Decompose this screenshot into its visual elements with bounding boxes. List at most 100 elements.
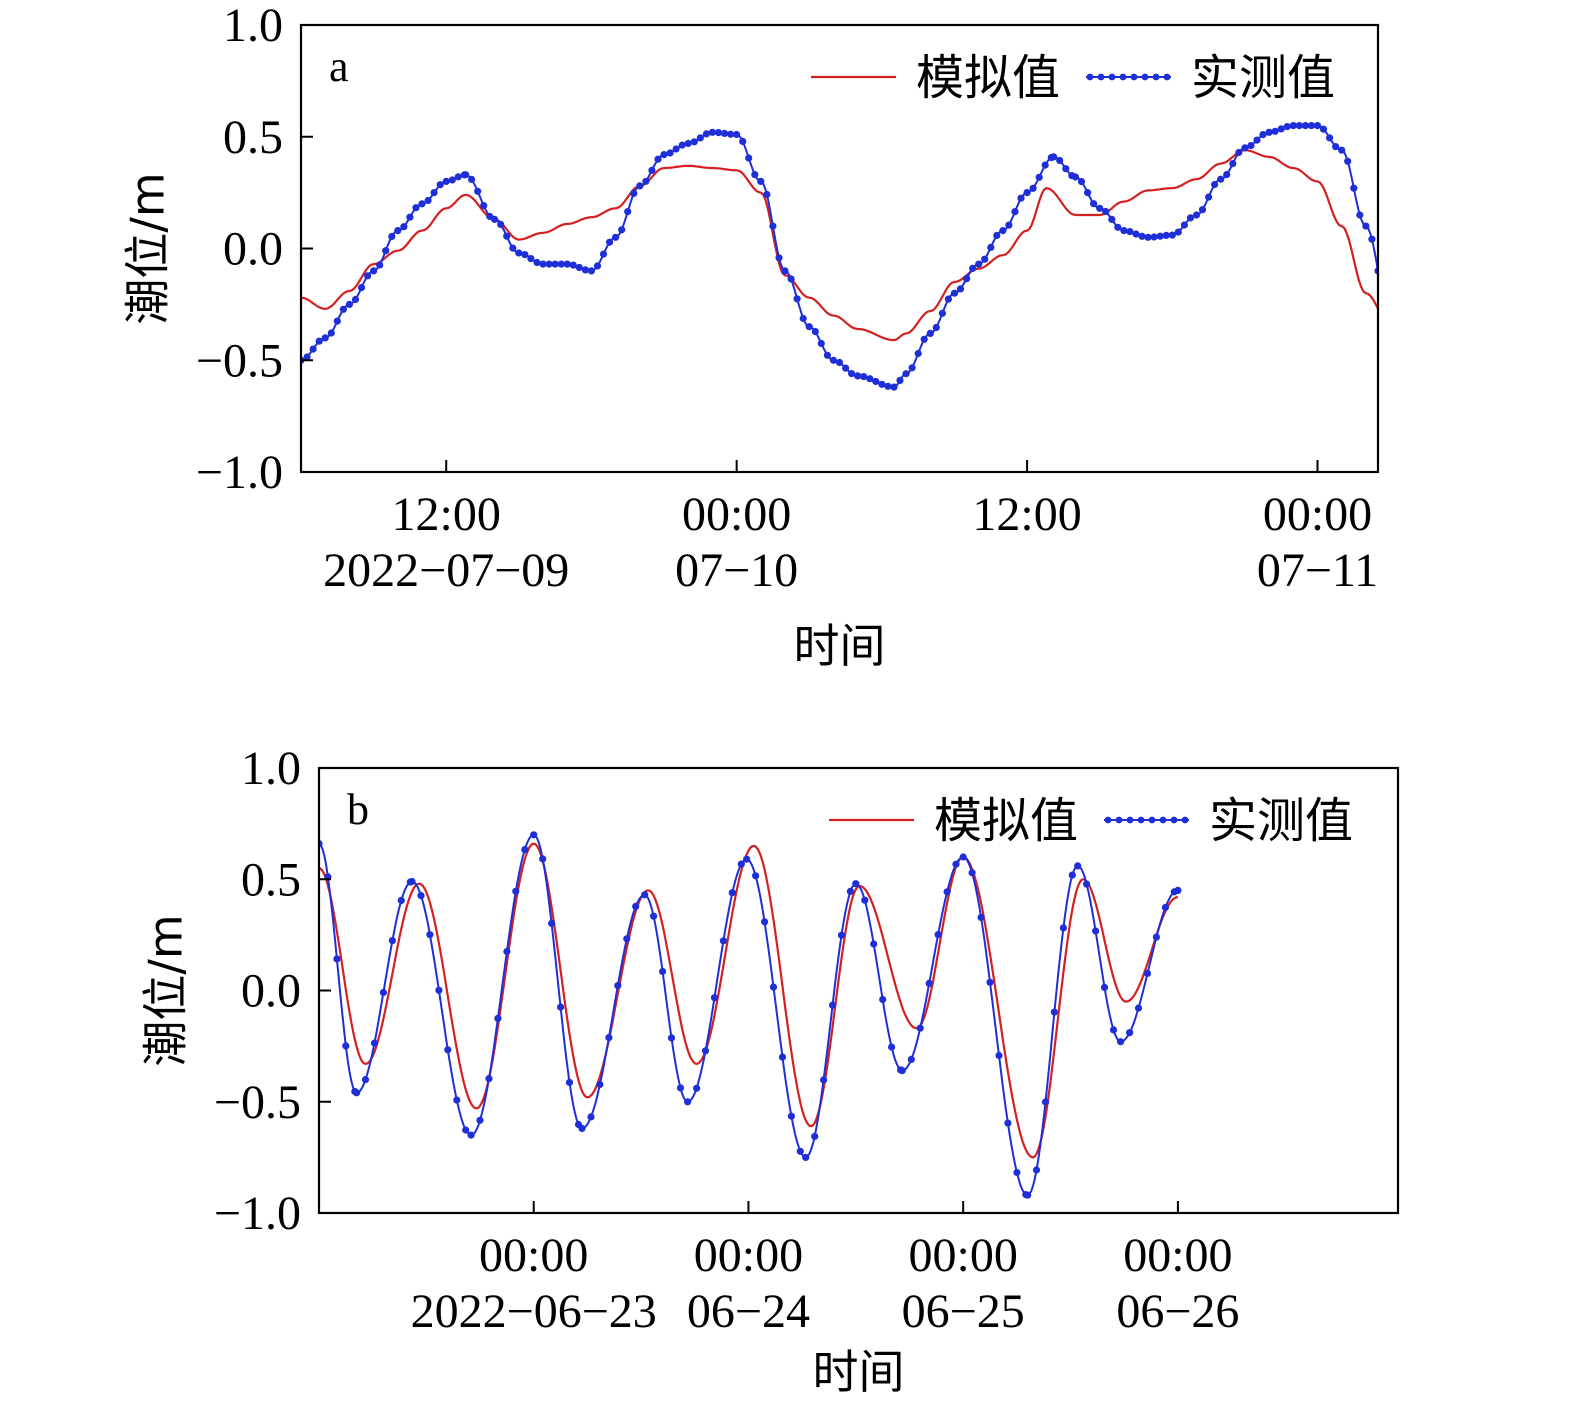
- observed-point: [1465, 409, 1472, 416]
- observed-point: [956, 285, 965, 293]
- observed-point: [545, 260, 553, 268]
- series-group: [301, 122, 1527, 417]
- observed-point: [1429, 393, 1436, 400]
- observed-point: [1502, 348, 1509, 355]
- observed-point: [1071, 173, 1080, 181]
- observed-point: [678, 141, 686, 149]
- observed-point: [1132, 230, 1140, 238]
- observed-point: [509, 244, 517, 252]
- observed-point: [632, 902, 640, 911]
- observed-point: [1186, 214, 1194, 222]
- observed-point: [667, 1034, 676, 1042]
- observed-point: [512, 887, 520, 895]
- observed-point: [763, 190, 771, 199]
- y-tick-label: −1.0: [196, 446, 283, 499]
- observed-point: [659, 967, 667, 976]
- observed-point: [624, 208, 632, 216]
- panel-b-chart: −1.0−0.50.00.51.000:002022−06−2300:0006−…: [139, 742, 1400, 1399]
- legend-observed-marker: [1104, 816, 1112, 824]
- x-tick-date-label: 06−26: [1116, 1285, 1239, 1338]
- observed-point: [1084, 189, 1092, 197]
- x-tick-time-label: 12:00: [972, 488, 1081, 541]
- observed-point: [926, 329, 934, 337]
- observed-point: [388, 937, 396, 945]
- y-axis-title: 潮位/m: [121, 172, 175, 324]
- x-axis-title: 时间: [813, 1345, 905, 1399]
- observed-point: [1068, 871, 1076, 879]
- x-axis-title: 时间: [794, 619, 886, 673]
- observed-point: [969, 264, 977, 272]
- observed-point: [468, 175, 476, 183]
- observed-point: [1126, 228, 1134, 236]
- x-tick-date-label: 07−11: [1257, 544, 1378, 597]
- observed-point: [581, 266, 590, 274]
- observed-point: [539, 260, 547, 268]
- observed-point: [920, 335, 928, 343]
- observed-point: [587, 267, 596, 275]
- observed-point: [454, 173, 462, 181]
- observed-point: [442, 177, 450, 185]
- observed-point: [1198, 206, 1207, 214]
- observed-point: [379, 988, 387, 997]
- observed-point: [761, 918, 769, 926]
- legend-simulated-label: 模拟值: [934, 793, 1078, 849]
- observed-point: [400, 223, 408, 231]
- observed-point: [436, 181, 444, 189]
- observed-point: [934, 931, 942, 939]
- observed-point: [1005, 221, 1013, 229]
- observed-point: [327, 329, 335, 337]
- observed-point: [605, 1034, 613, 1042]
- observed-point: [1108, 215, 1116, 223]
- legend-observed-marker: [1119, 73, 1127, 81]
- observed-point: [896, 376, 904, 384]
- observed-point: [467, 1131, 475, 1139]
- y-tick-label: −1.0: [214, 1187, 301, 1240]
- y-tick-label: 1.0: [241, 742, 301, 795]
- observed-point: [1301, 122, 1309, 130]
- observed-point: [854, 372, 862, 380]
- observed-point: [351, 295, 360, 304]
- observed-point: [977, 913, 985, 922]
- observed-point: [1168, 231, 1176, 239]
- observed-point: [1417, 372, 1424, 379]
- observed-point: [908, 364, 916, 372]
- observed-point: [1024, 1191, 1032, 1199]
- observed-point: [1090, 200, 1098, 208]
- observed-point: [1247, 142, 1255, 150]
- observed-point: [1126, 1029, 1134, 1037]
- observed-point: [817, 339, 825, 348]
- observed-point: [303, 353, 311, 361]
- observed-point: [1289, 122, 1297, 130]
- observed-point: [1283, 123, 1291, 131]
- observed-point: [714, 129, 723, 137]
- observed-point: [870, 940, 878, 948]
- observed-point: [1520, 305, 1527, 312]
- observed-point: [728, 889, 736, 897]
- observed-point: [418, 200, 426, 208]
- observed-point: [1241, 144, 1249, 152]
- observed-point: [684, 1098, 692, 1106]
- observed-point: [708, 128, 717, 136]
- observed-point: [636, 182, 644, 190]
- observed-point: [1459, 407, 1466, 414]
- observed-point: [648, 166, 656, 174]
- observed-point: [1307, 122, 1315, 130]
- observed-point: [866, 375, 874, 383]
- legend-simulated-label: 模拟值: [916, 50, 1060, 106]
- observed-point: [1338, 146, 1346, 154]
- observed-point: [453, 1096, 461, 1104]
- observed-point: [1059, 924, 1067, 932]
- x-tick-date-label: 2022−07−09: [323, 544, 569, 597]
- legend-observed-marker: [1148, 816, 1156, 824]
- observed-point: [1435, 397, 1442, 404]
- observed-point: [1356, 211, 1364, 219]
- observed-point: [1477, 406, 1484, 413]
- legend-observed-marker: [1141, 73, 1149, 81]
- y-tick-label: 0.5: [241, 853, 301, 906]
- observed-point: [938, 309, 947, 317]
- observed-point: [963, 275, 971, 283]
- observed-point: [1041, 161, 1049, 169]
- observed-point: [1326, 134, 1334, 142]
- observed-point: [1471, 410, 1478, 417]
- y-tick-label: −0.5: [214, 1076, 301, 1129]
